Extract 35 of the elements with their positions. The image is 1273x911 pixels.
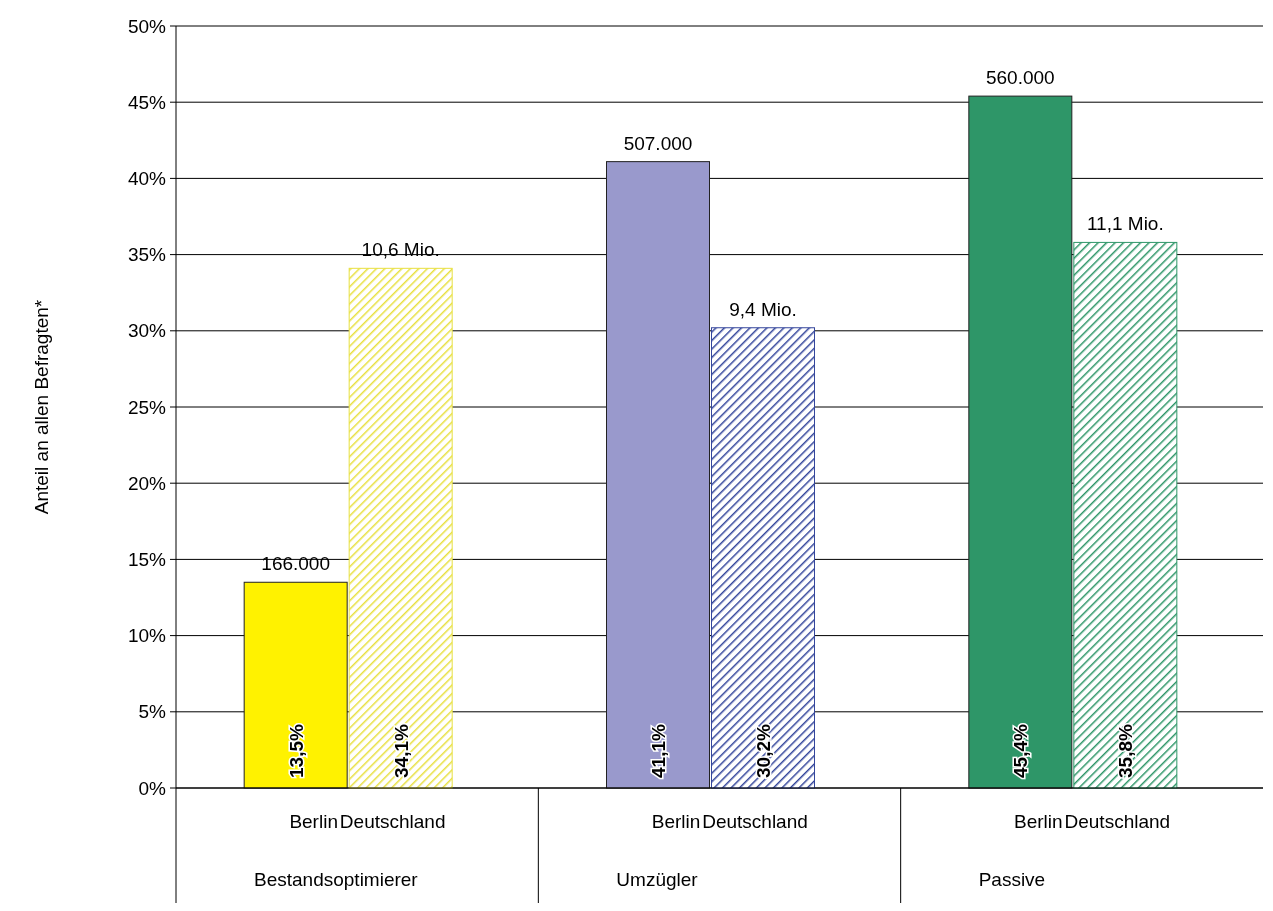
annotation: 507.000 xyxy=(623,132,693,154)
y-tick-label: 10% xyxy=(127,625,167,647)
y-tick-label: 0% xyxy=(138,777,167,799)
y-tick-label: 45% xyxy=(127,91,167,113)
x-tick-label: Bestandsoptimierer xyxy=(254,869,419,890)
bar xyxy=(243,581,348,789)
y-tick-label: 35% xyxy=(127,244,167,266)
data-label: 30,2% xyxy=(753,724,774,778)
bar xyxy=(711,327,815,789)
annotation: 9,4 Mio. xyxy=(729,298,797,320)
data-label: 41,1% xyxy=(648,724,669,778)
y-tick-label: 40% xyxy=(127,168,167,190)
text: Berlin xyxy=(1014,811,1063,832)
series-label: Deutschland xyxy=(339,811,446,832)
series-label: Berlin xyxy=(289,811,338,832)
annotation: 560.000 xyxy=(985,67,1055,89)
text: Deutschland xyxy=(702,811,808,832)
data-label: 34,1% xyxy=(390,724,412,778)
y-tick-label: 5% xyxy=(138,701,167,723)
bar xyxy=(606,161,710,789)
y-tick-label: 20% xyxy=(127,472,167,494)
data-label: 13,5% xyxy=(285,724,307,778)
y-tick-label: 30% xyxy=(127,320,167,342)
x-tick-label: Passive xyxy=(978,869,1046,890)
text: Berlin xyxy=(651,811,701,832)
data-label: 45,4% xyxy=(1010,724,1032,778)
x-tick-label: Umzügler xyxy=(616,869,699,890)
y-tick-label: 25% xyxy=(127,396,167,418)
data-label: 35,8% xyxy=(1115,724,1137,778)
annotation: 11,1 Mio. xyxy=(1086,213,1164,235)
text: Deutschland xyxy=(1064,811,1171,832)
y-axis-title: Anteil an allen Befragten* xyxy=(31,299,52,515)
y-tick-label: 15% xyxy=(127,549,167,571)
y-tick-label: 50% xyxy=(127,15,167,37)
bar xyxy=(348,267,453,789)
